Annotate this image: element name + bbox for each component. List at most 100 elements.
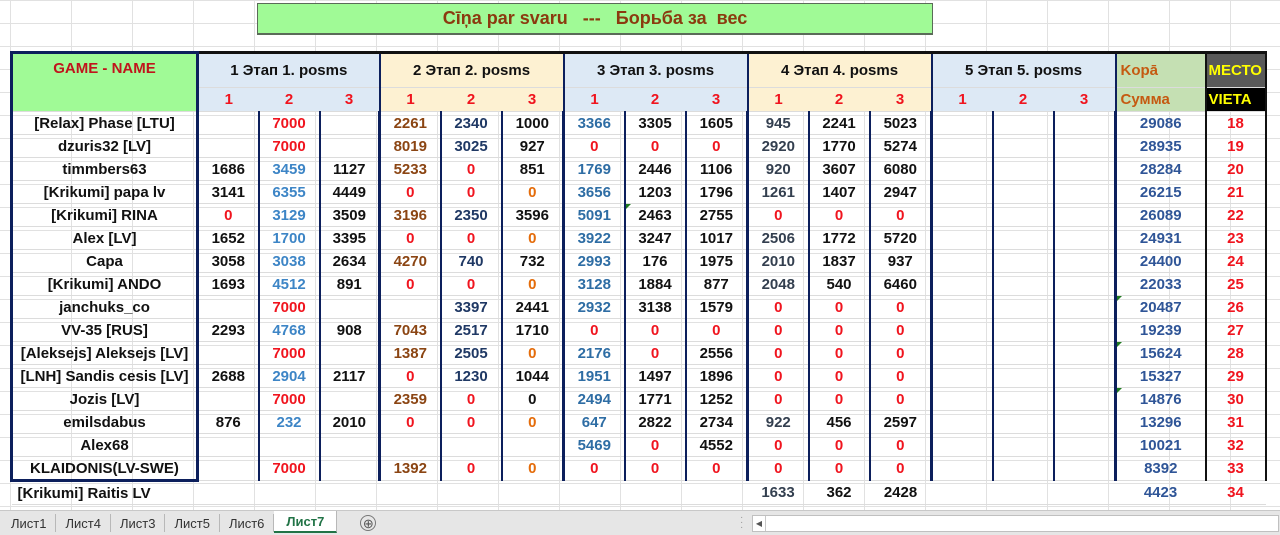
header-game-name[interactable]: GAME - NAME (10, 51, 199, 112)
score-stage-3-attempt-2[interactable]: 0 (623, 433, 686, 457)
score-stage-5-attempt-3[interactable] (1052, 410, 1116, 434)
score-stage-4-attempt-2[interactable]: 0 (807, 456, 870, 481)
score-stage-1-attempt-2[interactable]: 3129 (257, 203, 320, 227)
total-score[interactable]: 26089 (1114, 203, 1206, 227)
score-stage-3-attempt-2[interactable]: 2446 (623, 157, 686, 181)
score-stage-5-attempt-3[interactable] (1052, 134, 1116, 158)
score-stage-5-attempt-1[interactable] (930, 134, 993, 158)
header-stage-5-attempt-2[interactable]: 2 (992, 87, 1054, 112)
score-stage-4-attempt-3[interactable]: 6080 (868, 157, 932, 181)
score-stage-5-attempt-1[interactable] (930, 157, 993, 181)
score-stage-3-attempt-3[interactable]: 0 (684, 134, 748, 158)
place-rank[interactable]: 25 (1204, 272, 1267, 296)
score-stage-2-attempt-1[interactable]: 7043 (378, 318, 441, 342)
score-stage-4-attempt-2[interactable]: 2241 (807, 111, 870, 135)
score-stage-3-attempt-3[interactable] (685, 480, 748, 505)
player-name[interactable]: janchuks_co (10, 295, 199, 319)
header-stage-2[interactable]: 2 Этап 2. posms (378, 51, 564, 88)
score-stage-4-attempt-1[interactable]: 0 (746, 387, 809, 411)
score-stage-1-attempt-3[interactable] (318, 111, 380, 135)
score-stage-3-attempt-1[interactable]: 0 (562, 134, 625, 158)
score-stage-1-attempt-1[interactable]: 2293 (196, 318, 259, 342)
score-stage-4-attempt-3[interactable]: 2428 (869, 480, 932, 505)
score-stage-1-attempt-1[interactable] (196, 387, 259, 411)
score-stage-3-attempt-2[interactable]: 176 (623, 249, 686, 273)
total-score[interactable]: 28935 (1114, 134, 1206, 158)
player-name[interactable]: [Aleksejs] Aleksejs [LV] (10, 341, 199, 365)
score-stage-4-attempt-1[interactable]: 0 (746, 318, 809, 342)
header-stage-4-attempt-1[interactable]: 1 (746, 87, 809, 112)
score-stage-4-attempt-3[interactable]: 5720 (868, 226, 932, 250)
score-stage-4-attempt-2[interactable]: 0 (807, 364, 870, 388)
score-stage-5-attempt-2[interactable] (991, 134, 1054, 158)
score-stage-1-attempt-2[interactable]: 3459 (257, 157, 320, 181)
score-stage-5-attempt-3[interactable] (1052, 341, 1116, 365)
place-rank[interactable]: 27 (1204, 318, 1267, 342)
score-stage-2-attempt-3[interactable]: 0 (500, 387, 564, 411)
score-stage-1-attempt-1[interactable]: 3058 (196, 249, 259, 273)
score-stage-3-attempt-2[interactable]: 1771 (623, 387, 686, 411)
score-stage-2-attempt-1[interactable] (378, 433, 441, 457)
score-stage-5-attempt-1[interactable] (931, 480, 993, 505)
score-stage-2-attempt-2[interactable] (440, 480, 502, 505)
total-score[interactable]: 29086 (1114, 111, 1206, 135)
score-stage-1-attempt-2[interactable] (258, 480, 320, 505)
total-score[interactable]: 4423 (1115, 480, 1206, 505)
score-stage-3-attempt-2[interactable]: 0 (623, 456, 686, 481)
place-rank[interactable]: 31 (1204, 410, 1267, 434)
score-stage-4-attempt-3[interactable]: 0 (868, 456, 932, 481)
score-stage-2-attempt-2[interactable]: 2517 (439, 318, 502, 342)
score-stage-1-attempt-1[interactable]: 2688 (196, 364, 259, 388)
score-stage-1-attempt-3[interactable] (318, 134, 380, 158)
score-stage-4-attempt-1[interactable]: 0 (746, 433, 809, 457)
score-stage-2-attempt-3[interactable]: 0 (500, 456, 564, 481)
score-stage-4-attempt-3[interactable]: 937 (868, 249, 932, 273)
score-stage-5-attempt-2[interactable] (991, 295, 1054, 319)
score-stage-2-attempt-1[interactable]: 0 (378, 226, 441, 250)
score-stage-1-attempt-2[interactable]: 6355 (257, 180, 320, 204)
place-rank[interactable]: 26 (1204, 295, 1267, 319)
score-stage-2-attempt-1[interactable]: 3196 (378, 203, 441, 227)
score-stage-1-attempt-3[interactable]: 908 (318, 318, 380, 342)
header-place-mesto[interactable]: МЕСТО (1204, 51, 1267, 88)
player-name[interactable]: VV-35 [RUS] (10, 318, 199, 342)
score-stage-5-attempt-2[interactable] (991, 203, 1054, 227)
score-stage-3-attempt-3[interactable]: 0 (684, 456, 748, 481)
score-stage-4-attempt-1[interactable]: 2010 (746, 249, 809, 273)
score-stage-5-attempt-3[interactable] (1052, 433, 1116, 457)
score-stage-3-attempt-1[interactable]: 2176 (562, 341, 625, 365)
player-name[interactable]: [Krikumi] RINA (10, 203, 199, 227)
score-stage-2-attempt-3[interactable]: 1710 (500, 318, 564, 342)
score-stage-2-attempt-2[interactable]: 2340 (439, 111, 502, 135)
score-stage-3-attempt-1[interactable]: 2993 (562, 249, 625, 273)
place-rank[interactable]: 21 (1204, 180, 1267, 204)
score-stage-2-attempt-3[interactable]: 0 (500, 341, 564, 365)
score-stage-2-attempt-2[interactable]: 0 (439, 180, 502, 204)
score-stage-5-attempt-3[interactable] (1052, 226, 1116, 250)
total-score[interactable]: 24400 (1114, 249, 1206, 273)
player-name[interactable]: timmbers63 (10, 157, 199, 181)
score-stage-1-attempt-3[interactable] (318, 341, 380, 365)
score-stage-5-attempt-2[interactable] (991, 341, 1054, 365)
header-stage-2-attempt-2[interactable]: 2 (440, 87, 502, 112)
score-stage-1-attempt-3[interactable] (318, 387, 380, 411)
score-stage-5-attempt-2[interactable] (991, 433, 1054, 457)
score-stage-3-attempt-2[interactable]: 0 (623, 318, 686, 342)
score-stage-1-attempt-3[interactable] (318, 433, 380, 457)
score-stage-5-attempt-3[interactable] (1053, 480, 1116, 505)
score-stage-1-attempt-3[interactable] (319, 480, 380, 505)
score-stage-1-attempt-3[interactable]: 3509 (318, 203, 380, 227)
score-stage-5-attempt-3[interactable] (1052, 387, 1116, 411)
score-stage-4-attempt-3[interactable]: 0 (868, 295, 932, 319)
score-stage-2-attempt-1[interactable]: 0 (378, 180, 441, 204)
score-stage-4-attempt-1[interactable]: 945 (746, 111, 809, 135)
header-stage-3-attempt-2[interactable]: 2 (624, 87, 686, 112)
score-stage-3-attempt-1[interactable]: 5091 (562, 203, 625, 227)
header-stage-1-attempt-3[interactable]: 3 (319, 87, 380, 112)
place-rank[interactable]: 34 (1205, 480, 1266, 505)
score-stage-5-attempt-1[interactable] (930, 295, 993, 319)
score-stage-1-attempt-3[interactable]: 2117 (318, 364, 380, 388)
score-stage-5-attempt-1[interactable] (930, 272, 993, 296)
sheet-tab-5[interactable]: Лист5 (165, 514, 220, 532)
score-stage-4-attempt-2[interactable]: 0 (807, 203, 870, 227)
